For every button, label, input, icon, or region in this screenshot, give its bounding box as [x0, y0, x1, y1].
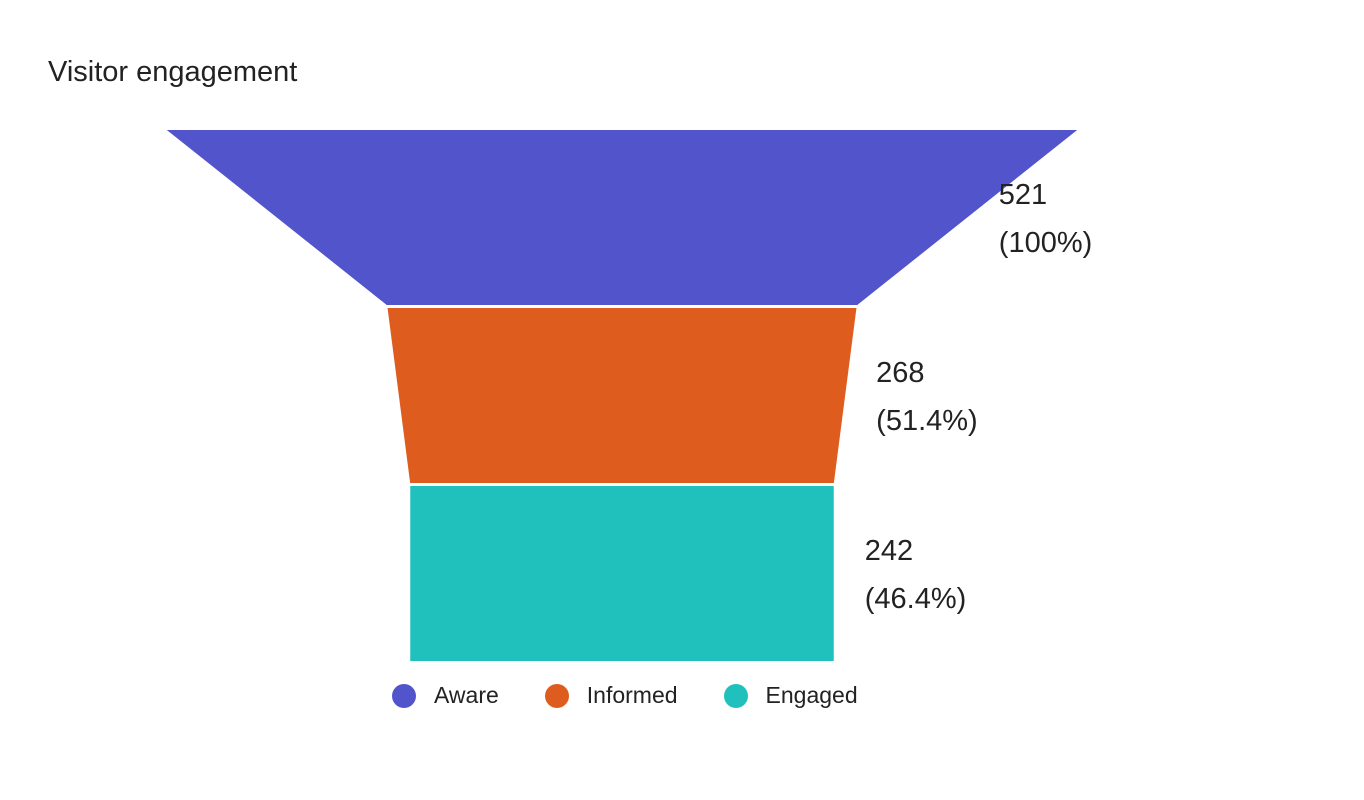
legend-label-aware: Aware — [434, 682, 499, 708]
chart-title: Visitor engagement — [48, 56, 298, 88]
legend-label-engaged: Engaged — [765, 682, 858, 708]
value-label-engaged: 242 — [865, 535, 913, 567]
legend-swatch-informed — [544, 683, 569, 708]
percent-label-engaged: (46.4%) — [865, 583, 967, 615]
value-label-aware: 521 — [999, 179, 1047, 211]
funnel-value-labels: 521 (100%) 268 (51.4%) 242 (46.4%) — [865, 179, 1093, 615]
funnel-chart: 521 (100%) 268 (51.4%) 242 (46.4%) — [161, 128, 1093, 663]
funnel-stages — [161, 128, 1083, 663]
funnel-stage-informed[interactable] — [385, 306, 859, 485]
legend-swatch-aware — [392, 683, 416, 708]
value-label-informed: 268 — [876, 357, 924, 389]
percent-label-informed: (51.4%) — [876, 405, 978, 437]
legend-label-informed: Informed — [586, 682, 678, 708]
legend-item-aware[interactable]: Aware — [392, 682, 499, 709]
legend-swatch-engaged — [723, 683, 748, 708]
funnel-stage-aware[interactable] — [161, 128, 1083, 307]
legend-item-informed[interactable]: Informed — [544, 682, 678, 709]
legend: Aware Informed Engaged — [392, 682, 904, 709]
legend-item-engaged[interactable]: Engaged — [723, 682, 858, 709]
percent-label-aware: (100%) — [999, 227, 1093, 259]
funnel-stage-engaged[interactable] — [408, 484, 836, 663]
